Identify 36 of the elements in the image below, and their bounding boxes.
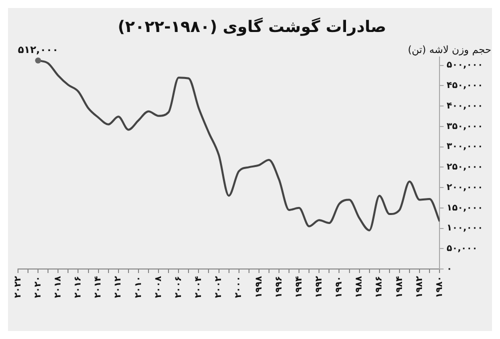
x-tick-label: ۲۰۰۲ (214, 276, 224, 298)
x-tick-label: ۲۰۱۲ (114, 276, 124, 298)
x-tick-label: ۱۹۸۰ (434, 276, 445, 298)
y-tick-label: ۵۰۰,۰۰۰ (446, 60, 484, 71)
x-tick-label: ۲۰۱۴ (94, 276, 104, 298)
x-tick-label: ۲۰۰۸ (154, 276, 164, 298)
x-tick-label: ۱۹۸۶ (374, 276, 385, 298)
y-tick-label: ۳۰۰,۰۰۰ (446, 142, 484, 152)
x-tick-label: ۱۹۹۴ (294, 276, 304, 298)
y-tick-label: ۲۵۰,۰۰۰ (446, 162, 484, 173)
x-tick-label: ۱۹۸۲ (414, 276, 425, 298)
x-tick-label: ۱۹۸۴ (394, 276, 405, 298)
x-tick-label: ۲۰۰۰ (234, 276, 244, 298)
x-tick-label: ۱۹۹۲ (314, 276, 324, 298)
x-tick-label: ۱۹۹۰ (334, 276, 345, 298)
y-tick-label: ۲۰۰,۰۰۰ (446, 182, 484, 193)
y-tick-label: ۴۵۰,۰۰۰ (446, 81, 484, 92)
y-axis-title: حجم وزن لاشه (تن) (408, 44, 492, 56)
x-tick-label: ۲۰۲۰ (33, 276, 44, 298)
x-tick-label: ۲۰۲۲ (13, 276, 24, 298)
x-tick-label: ۱۹۸۸ (354, 276, 365, 298)
annotation: ۵۱۲,۰۰۰ (18, 45, 58, 56)
y-tick-label: ۳۵۰,۰۰۰ (446, 122, 484, 132)
x-tick-label: ۱۹۹۶ (274, 276, 284, 298)
y-tick-label: ۵۰,۰۰۰ (446, 244, 478, 254)
y-tick-label: ۱۰۰,۰۰۰ (446, 224, 484, 234)
y-tick-label: ۰ (446, 264, 452, 274)
x-tick-label: ۱۹۹۸ (254, 276, 264, 298)
x-tick-label: ۲۰۱۸ (54, 276, 64, 298)
x-tick-label: ۲۰۰۴ (194, 276, 204, 298)
y-tick-label: ۱۵۰,۰۰۰ (446, 203, 484, 214)
y-tick-label: ۴۰۰,۰۰۰ (446, 101, 484, 112)
x-tick-label: ۲۰۱۶ (74, 276, 84, 298)
chart-title: صادرات گوشت گاوی (۱۹۸۰-۲۰۲۲) (118, 16, 386, 36)
x-tick-label: ۲۰۱۰ (134, 276, 144, 298)
x-tick-label: ۲۰۰۶ (174, 276, 184, 298)
